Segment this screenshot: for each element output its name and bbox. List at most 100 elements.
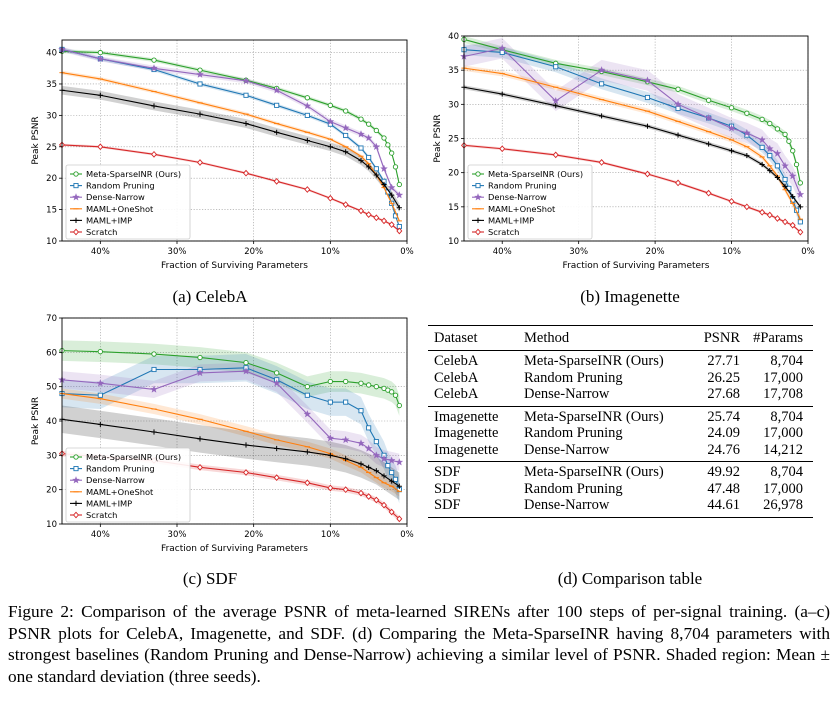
meta-sparseinr-ours-marker [793,161,800,168]
scratch-series [460,141,804,236]
meta-sparseinr-ours-std-band [62,340,400,416]
legend-label: MAML+OneShot [86,487,154,497]
dense-narrow-marker [357,130,365,138]
scratch-marker [373,214,380,222]
x-tick-label: 20% [244,530,263,540]
table-group: CelebA Meta-SparseINR (Ours) 27.71 8,704 Cel… [428,351,813,406]
cell-params: 8,704 [770,408,803,425]
maml-imp-marker [358,158,364,164]
legend-item-meta-sparseinr-ours: Meta-SparseINR (Ours) [70,169,181,179]
legend-dense-narrow-marker [474,193,482,201]
maml-imp-marker [151,103,157,109]
maml-imp-marker [304,137,310,144]
meta-sparseinr-ours-marker [97,49,103,56]
scratch-marker [242,169,250,177]
maml-imp-marker [675,132,681,138]
legend-meta-sparseinr-ours-marker [475,171,481,177]
y-tick-label: 60 [46,348,57,358]
legend-random-pruning-marker [73,183,79,189]
cell-psnr: 24.76 [707,441,740,458]
table-row: SDF Random Pruning 47.48 17,000 [428,481,813,498]
dense-narrow-marker [674,100,682,108]
random-pruning-marker [499,49,505,55]
caption-celeba: (a) CelebA [172,287,248,306]
figure-caption: Figure 2: Comparison of the average PSNR… [8,602,830,686]
x-tick-label: 10% [722,247,741,257]
legend-item-scratch: Scratch [70,510,117,520]
y-tick-label: 40 [46,49,57,59]
header-dataset: Dataset [434,330,478,346]
x-tick-label: 0% [400,530,414,540]
scratch-marker [342,486,349,494]
random-pruning-marker [599,81,605,87]
dense-narrow-marker [150,64,158,72]
cell-dataset: SDF [434,480,461,497]
random-pruning-marker [343,132,349,139]
meta-sparseinr-ours-marker [197,354,203,361]
y-tick-label: 30 [448,100,459,110]
cell-method: Meta-SparseINR (Ours) [524,464,664,480]
meta-sparseinr-ours-series [59,347,402,409]
dense-narrow-marker [242,76,250,85]
cell-dataset: SDF [434,497,461,513]
maml-imp-marker [782,183,788,189]
comparison-table: Dataset Method PSNR #Params CelebA Meta-S… [428,325,813,518]
legend-meta-sparseinr-ours-marker [73,171,79,177]
dense-narrow-marker [303,410,312,418]
meta-sparseinr-ours-marker [790,148,796,154]
scratch-marker [782,218,789,226]
legend-label: MAML+OneShot [86,204,154,214]
legend-label: MAML+OneShot [488,204,556,214]
table-group: SDF Meta-SparseINR (Ours) 49.92 8,704 SDF Ran… [428,462,813,517]
x-tick-label: 30% [168,247,187,257]
scratch-marker [644,170,651,178]
cell-dataset: Imagenette [434,408,499,425]
meta-sparseinr-ours-marker [358,116,364,122]
legend: Meta-SparseINR (Ours) Random PruningDense… [65,447,191,523]
y-tick-label: 20 [46,174,57,184]
x-tick-label: 0% [801,247,815,257]
meta-sparseinr-ours-marker [786,138,792,144]
dense-narrow-marker [796,190,805,198]
legend-maml-imp-marker [73,500,79,506]
maml-imp-series [461,84,803,210]
table-row: CelebA Random Pruning 26.25 17,000 [428,370,813,387]
meta-sparseinr-ours-marker [304,384,310,390]
meta-sparseinr-ours-marker [675,86,681,92]
legend-dense-narrow-marker [72,476,80,484]
cell-dataset: SDF [434,464,461,480]
random-pruning-marker [304,392,310,398]
maml-imp-marker [389,478,395,484]
dense-narrow-marker [326,117,335,125]
maml-imp-marker [373,468,379,474]
maml-imp-marker [343,456,349,462]
scratch-marker [380,501,388,509]
legend-item-meta-sparseinr-ours: Meta-SparseINR (Ours) [70,452,181,462]
legend-label: Scratch [86,227,117,237]
random-pruning-marker [797,219,803,225]
scratch-marker [373,496,380,504]
cell-method: Random Pruning [524,369,623,386]
dense-narrow-marker [387,183,396,191]
random-pruning-marker [358,145,364,151]
maml-imp-marker [197,436,203,442]
dense-narrow-marker [781,161,789,170]
cell-params: 14,212 [763,441,803,458]
meta-sparseinr-ours-marker [151,351,157,357]
x-tick-label: 30% [569,247,588,257]
plot-sdf: 40% 30% 20% 10% 0% 10 20 30 40 50 60 70 Fraction of … [31,314,414,554]
dense-narrow-marker [196,70,204,78]
maml-imp-marker [243,120,249,127]
legend-item-maml-oneshot: MAML+OneShot [472,204,556,214]
cell-method: Dense-Narrow [524,441,610,458]
dense-narrow-marker [272,86,281,94]
maml-imp-marker [366,164,372,170]
cell-method: Random Pruning [524,425,623,441]
table-header: Dataset Method PSNR #Params [428,326,813,350]
legend-label: MAML+IMP [488,215,534,225]
cell-method: Meta-SparseINR (Ours) [524,408,664,425]
dense-narrow-marker [372,451,381,459]
scratch-marker [273,177,280,185]
scratch-marker [196,159,204,166]
x-tick-label: 10% [321,247,340,257]
